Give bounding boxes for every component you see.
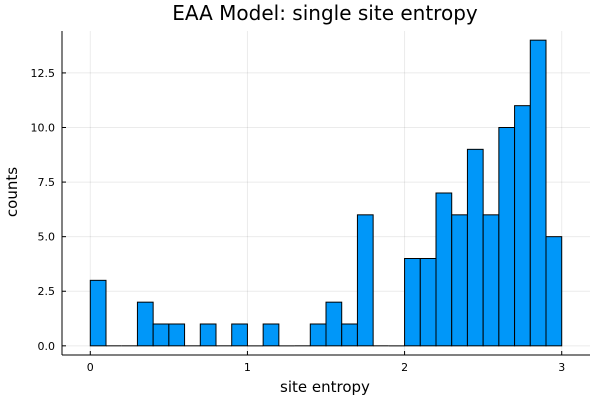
x-axis-title: site entropy	[280, 378, 370, 396]
y-axis-title: counts	[3, 167, 21, 217]
y-tick-label-2: 5.0	[38, 231, 56, 244]
bar-29	[546, 237, 562, 346]
bar-4	[153, 324, 169, 346]
bar-25	[483, 215, 499, 346]
y-tick-label-5: 12.5	[31, 67, 56, 80]
bar-0	[90, 280, 106, 345]
bars	[90, 40, 561, 346]
bar-5	[169, 324, 185, 346]
x-tick-label-3: 3	[558, 361, 565, 374]
y-tick-label-0: 0.0	[38, 340, 56, 353]
bar-21	[420, 258, 436, 345]
bar-20	[405, 258, 421, 345]
bar-7	[200, 324, 216, 346]
bar-17	[357, 215, 373, 346]
y-tick-label-1: 2.5	[38, 285, 56, 298]
x-tick-label-1: 1	[244, 361, 251, 374]
bar-16	[342, 324, 358, 346]
bar-9	[232, 324, 248, 346]
bar-24	[467, 149, 483, 345]
bar-3	[137, 302, 153, 346]
chart-title: EAA Model: single site entropy	[172, 1, 478, 25]
bar-22	[436, 193, 452, 346]
y-tick-label-3: 7.5	[38, 176, 56, 189]
y-tick-label-4: 10.0	[31, 122, 56, 135]
bar-23	[452, 215, 468, 346]
bar-11	[263, 324, 279, 346]
bar-27	[515, 106, 531, 346]
x-ticks: 0 1 2 3	[87, 351, 565, 374]
x-tick-label-0: 0	[87, 361, 94, 374]
bar-14	[310, 324, 326, 346]
bar-26	[499, 128, 515, 346]
x-tick-label-2: 2	[401, 361, 408, 374]
bar-28	[530, 40, 546, 346]
y-ticks: 0.0 2.5 5.0 7.5 10.0 12.5	[31, 67, 67, 353]
bar-15	[326, 302, 342, 346]
